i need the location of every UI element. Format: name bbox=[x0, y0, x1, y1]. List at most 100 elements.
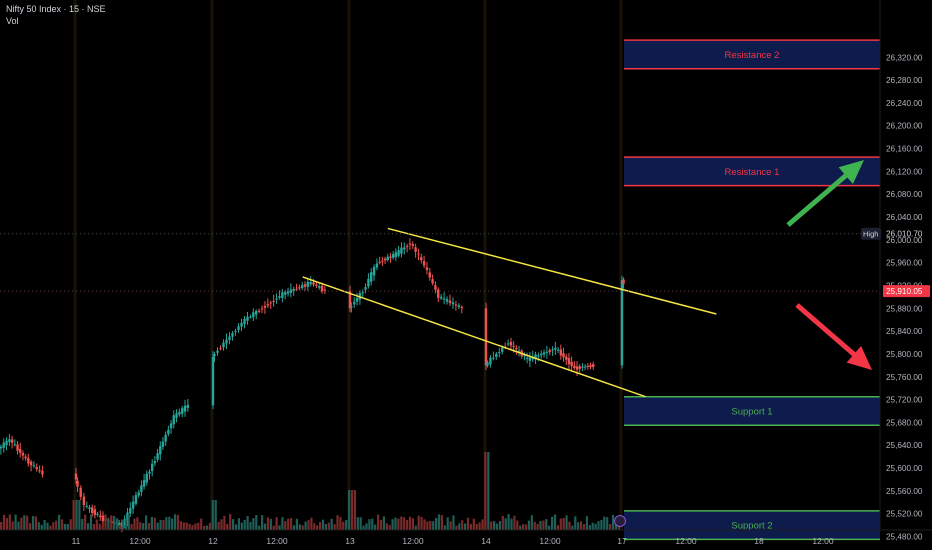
candle-body[interactable] bbox=[186, 404, 190, 408]
candle-body[interactable] bbox=[126, 512, 129, 521]
candle-body[interactable] bbox=[38, 470, 41, 472]
candle-body[interactable] bbox=[306, 281, 310, 287]
candle-body[interactable] bbox=[548, 350, 551, 353]
candle-body[interactable] bbox=[249, 316, 252, 318]
candle-body[interactable] bbox=[495, 353, 498, 357]
candle-body[interactable] bbox=[556, 349, 560, 351]
candle-body[interactable] bbox=[422, 260, 426, 266]
candle-body[interactable] bbox=[439, 296, 443, 299]
candle-body[interactable] bbox=[434, 285, 437, 290]
candle-body[interactable] bbox=[243, 318, 246, 325]
candle-body[interactable] bbox=[2, 442, 5, 448]
candle-body[interactable] bbox=[375, 263, 379, 268]
candle-body[interactable] bbox=[353, 301, 356, 305]
candle-body[interactable] bbox=[348, 291, 352, 309]
candle-body[interactable] bbox=[99, 515, 102, 518]
candle-body[interactable] bbox=[85, 505, 88, 507]
candle-body[interactable] bbox=[575, 366, 579, 370]
candle-body[interactable] bbox=[257, 310, 261, 312]
candle-body[interactable] bbox=[246, 316, 249, 321]
candle-body[interactable] bbox=[364, 287, 367, 290]
candle-body[interactable] bbox=[16, 444, 19, 451]
candle-body[interactable] bbox=[96, 513, 99, 515]
candle-body[interactable] bbox=[275, 298, 278, 300]
candle-body[interactable] bbox=[32, 465, 36, 467]
candle-body[interactable] bbox=[559, 349, 563, 356]
candle-body[interactable] bbox=[397, 250, 400, 256]
candle-body[interactable] bbox=[123, 519, 126, 526]
candle-body[interactable] bbox=[303, 284, 307, 287]
candle-body[interactable] bbox=[289, 289, 293, 293]
candle-body[interactable] bbox=[292, 289, 295, 292]
candle-body[interactable] bbox=[153, 461, 157, 464]
candle-body[interactable] bbox=[445, 299, 449, 302]
candle-body[interactable] bbox=[350, 306, 353, 308]
candle-body[interactable] bbox=[76, 480, 79, 487]
support-zone-1[interactable]: Support 2 bbox=[624, 510, 880, 541]
candle-body[interactable] bbox=[145, 473, 148, 483]
candle-body[interactable] bbox=[542, 352, 546, 355]
candle-body[interactable] bbox=[457, 305, 461, 308]
candle-body[interactable] bbox=[150, 463, 154, 472]
candle-body[interactable] bbox=[315, 284, 318, 286]
candle-body[interactable] bbox=[486, 362, 489, 366]
candle-body[interactable] bbox=[178, 411, 181, 415]
candle-body[interactable] bbox=[225, 339, 228, 344]
candle-body[interactable] bbox=[159, 446, 162, 455]
candle-body[interactable] bbox=[517, 350, 521, 352]
candle-body[interactable] bbox=[451, 302, 455, 305]
candle-body[interactable] bbox=[301, 285, 304, 289]
candle-body[interactable] bbox=[19, 448, 22, 453]
candle-body[interactable] bbox=[164, 434, 167, 442]
candle-body[interactable] bbox=[240, 322, 243, 327]
candle-body[interactable] bbox=[492, 357, 495, 359]
candle-body[interactable] bbox=[88, 507, 91, 509]
candle-body[interactable] bbox=[216, 350, 219, 353]
candle-body[interactable] bbox=[448, 300, 452, 304]
candle-body[interactable] bbox=[281, 292, 284, 298]
candle-body[interactable] bbox=[562, 353, 565, 358]
candle-body[interactable] bbox=[370, 272, 373, 282]
candle-body[interactable] bbox=[408, 243, 412, 245]
candle-body[interactable] bbox=[183, 405, 187, 412]
candle-body[interactable] bbox=[586, 365, 590, 367]
candle-body[interactable] bbox=[234, 331, 237, 333]
candle-body[interactable] bbox=[622, 279, 625, 284]
candle-body[interactable] bbox=[148, 471, 151, 474]
candle-body[interactable] bbox=[537, 355, 540, 357]
candle-body[interactable] bbox=[583, 366, 587, 368]
chart-title[interactable]: Nifty 50 Index · 15 · NSE bbox=[6, 4, 106, 14]
candle-body[interactable] bbox=[420, 257, 423, 261]
candle-body[interactable] bbox=[565, 356, 568, 360]
candle-body[interactable] bbox=[117, 522, 121, 525]
candle-body[interactable] bbox=[172, 415, 175, 425]
candle-body[interactable] bbox=[266, 304, 270, 306]
candle-body[interactable] bbox=[29, 461, 33, 466]
candle-body[interactable] bbox=[501, 347, 504, 352]
candle-body[interactable] bbox=[381, 260, 384, 262]
candle-body[interactable] bbox=[525, 357, 529, 359]
candle-body[interactable] bbox=[389, 256, 392, 258]
candle-body[interactable] bbox=[263, 305, 267, 308]
candle-body[interactable] bbox=[355, 297, 359, 302]
candle-body[interactable] bbox=[129, 508, 132, 514]
candle-body[interactable] bbox=[10, 439, 14, 443]
candle-body[interactable] bbox=[272, 300, 275, 302]
candle-body[interactable] bbox=[278, 296, 281, 298]
candle-body[interactable] bbox=[318, 286, 321, 288]
candle-body[interactable] bbox=[386, 256, 389, 261]
candle-body[interactable] bbox=[74, 473, 78, 480]
candle-body[interactable] bbox=[554, 347, 557, 350]
candle-body[interactable] bbox=[213, 354, 216, 357]
candle-body[interactable] bbox=[231, 332, 234, 337]
candle-body[interactable] bbox=[391, 254, 395, 258]
candle-body[interactable] bbox=[137, 492, 140, 496]
candle-body[interactable] bbox=[523, 355, 526, 357]
candle-body[interactable] bbox=[309, 282, 312, 285]
candle-body[interactable] bbox=[512, 345, 515, 347]
candle-body[interactable] bbox=[211, 356, 215, 406]
candle-body[interactable] bbox=[134, 495, 138, 504]
candle-body[interactable] bbox=[181, 408, 184, 414]
candle-body[interactable] bbox=[534, 354, 537, 360]
